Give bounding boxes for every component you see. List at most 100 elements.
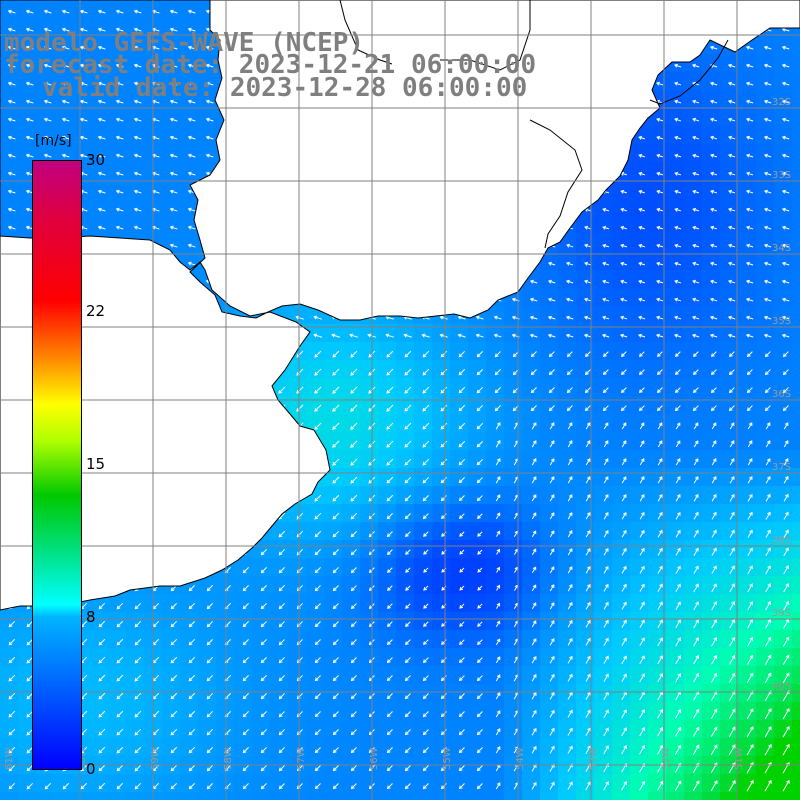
wind-arrow-head <box>568 458 573 462</box>
wind-arrow-head <box>133 189 138 194</box>
wind-cell <box>288 522 306 540</box>
wind-arrow-head <box>133 27 138 32</box>
wind-arrow <box>170 136 178 140</box>
wind-cell <box>36 18 54 36</box>
wind-arrow <box>639 351 645 357</box>
wind-arrow-head <box>169 117 174 122</box>
wind-cell <box>594 468 612 486</box>
wind-arrow <box>711 369 717 375</box>
wind-arrow <box>711 458 717 466</box>
wind-arrow <box>440 316 448 320</box>
wind-arrow <box>296 350 304 358</box>
wind-arrow-head <box>530 407 535 412</box>
wind-arrow <box>314 386 322 394</box>
wind-cell <box>540 450 558 468</box>
wind-arrow <box>404 334 412 338</box>
wind-arrow <box>531 548 537 556</box>
wind-cell <box>0 720 18 738</box>
wind-cell <box>756 432 774 450</box>
wind-arrow <box>62 154 70 158</box>
wind-arrow <box>350 512 358 520</box>
wind-arrow-head <box>476 461 481 466</box>
wind-cell <box>252 558 270 576</box>
wind-arrow-head <box>98 605 103 610</box>
wind-cell <box>468 576 486 594</box>
wind-cell <box>522 360 540 378</box>
wind-arrow-head <box>25 27 30 32</box>
wind-arrow-head <box>550 458 555 462</box>
wind-cell <box>540 486 558 504</box>
wind-cell <box>648 702 666 720</box>
wind-cell <box>450 522 468 540</box>
wind-arrow <box>765 494 771 502</box>
wind-cell <box>540 666 558 684</box>
wind-arrow-head <box>781 261 786 266</box>
wind-cell <box>450 594 468 612</box>
wind-arrow <box>657 440 663 448</box>
wind-arrow-head <box>169 81 174 86</box>
wind-cell <box>198 684 216 702</box>
wind-arrow <box>314 512 322 520</box>
wind-arrow-head <box>638 389 643 394</box>
wind-arrow <box>188 262 196 266</box>
wind-arrow-head <box>7 63 12 68</box>
wind-arrow <box>765 512 771 520</box>
wind-cell <box>90 18 108 36</box>
wind-arrow <box>765 387 771 393</box>
wind-arrow-head <box>43 153 48 158</box>
wind-cell <box>702 180 720 198</box>
wind-arrow-head <box>677 529 681 534</box>
wind-arrow-head <box>7 153 12 158</box>
wind-cell <box>360 648 378 666</box>
wind-cell <box>720 180 738 198</box>
wind-cell <box>792 396 800 414</box>
wind-arrow <box>134 28 142 32</box>
wind-cell <box>126 0 144 18</box>
wind-arrow <box>513 494 519 502</box>
wind-arrow <box>764 172 772 176</box>
wind-arrow-head <box>187 99 192 104</box>
wind-arrow <box>549 548 555 556</box>
wind-cell <box>630 252 648 270</box>
wind-arrow <box>189 585 195 591</box>
wind-cell <box>162 630 180 648</box>
wind-arrow <box>765 405 771 411</box>
wind-cell <box>0 36 18 54</box>
wind-cell <box>702 252 720 270</box>
wind-cell <box>774 144 792 162</box>
wind-arrow-head <box>205 135 210 140</box>
wind-cell <box>324 486 342 504</box>
wind-cell <box>468 540 486 558</box>
wind-cell <box>792 774 800 792</box>
wind-arrow <box>387 531 393 537</box>
wind-arrow <box>602 244 610 248</box>
wind-arrow-head <box>763 207 768 212</box>
wind-arrow <box>711 494 717 502</box>
wind-cell <box>180 0 198 18</box>
wind-arrow <box>405 513 411 519</box>
wind-cell <box>684 468 702 486</box>
wind-arrow-head <box>710 99 714 104</box>
wind-cell <box>18 0 36 18</box>
wind-cell <box>720 198 738 216</box>
wind-arrow <box>638 136 646 140</box>
wind-cell <box>630 666 648 684</box>
wind-arrow-head <box>278 390 282 394</box>
wind-cell <box>630 396 648 414</box>
wind-cell <box>558 594 576 612</box>
wind-arrow-head <box>586 422 591 426</box>
wind-arrow <box>62 64 70 68</box>
wind-arrow-head <box>763 261 768 266</box>
wind-arrow <box>692 280 700 284</box>
wind-cell <box>90 648 108 666</box>
wind-arrow-head <box>43 81 48 86</box>
wind-arrow-head <box>187 207 192 212</box>
wind-arrow-head <box>568 512 573 516</box>
wind-cell <box>126 738 144 756</box>
wind-arrow <box>134 226 142 230</box>
wind-arrow <box>585 351 591 357</box>
wind-arrow <box>764 334 772 338</box>
wind-arrow-head <box>568 422 573 426</box>
wind-arrow <box>711 422 717 430</box>
wind-cell <box>306 324 324 342</box>
